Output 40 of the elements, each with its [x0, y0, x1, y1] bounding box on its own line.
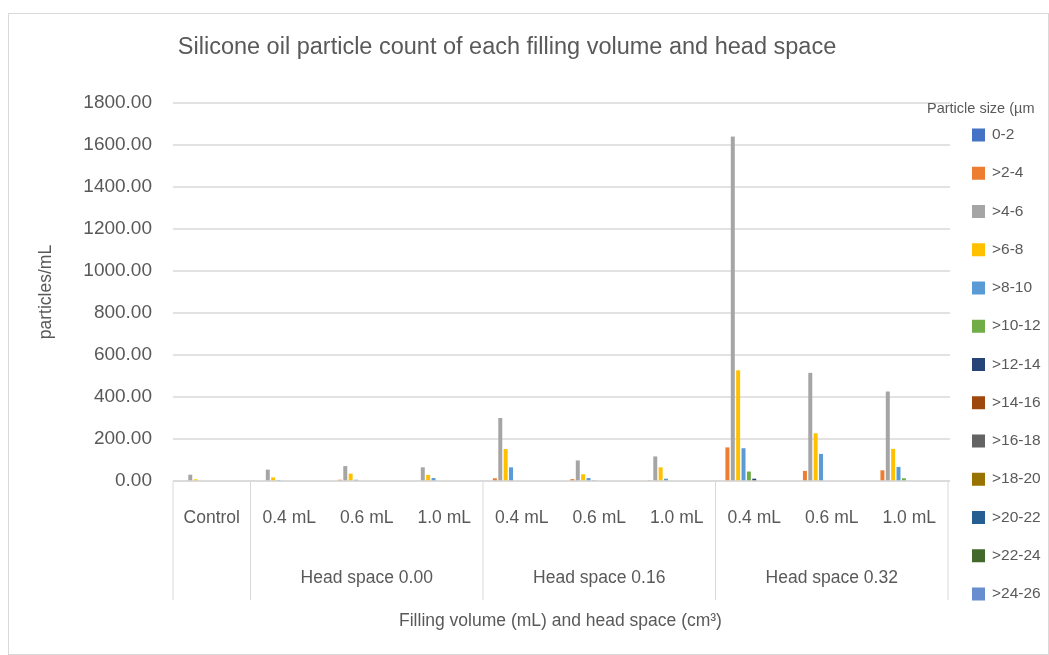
y-tick-label: 0.00 — [115, 469, 152, 491]
legend-label: >16-18 — [992, 431, 1041, 449]
x-tick-label: 0.6 mL — [340, 506, 394, 527]
legend-label: >20-22 — [992, 507, 1041, 525]
legend-label: >12-14 — [992, 354, 1042, 372]
legend-title: Particle size (µm — [927, 99, 1035, 116]
legend-label: >4-6 — [992, 201, 1024, 219]
legend-label: >24-26 — [992, 584, 1041, 602]
legend-label: 0-2 — [992, 125, 1015, 143]
y-axis-title: particles/mL — [34, 244, 55, 340]
legend-label: >14-16 — [992, 392, 1041, 410]
legend-label: >18-20 — [992, 469, 1042, 487]
legend-label: >6-8 — [992, 239, 1024, 257]
y-tick-label: 1400.00 — [83, 175, 152, 197]
y-tick-label: 600.00 — [93, 343, 152, 365]
x-tick-label: 0.4 mL — [262, 506, 317, 527]
y-tick-label: 800.00 — [93, 301, 152, 323]
x-tick-label: 1.0 mL — [650, 506, 704, 527]
text: Head space 0.32 — [765, 566, 898, 587]
x-tick-label: 1.0 mL — [417, 506, 472, 527]
legend-label: >22-24 — [992, 545, 1042, 563]
x-tick-label: 0.6 mL — [572, 506, 627, 527]
x-tick-label: Control — [183, 506, 240, 527]
y-tick-label: 1600.00 — [83, 133, 152, 155]
y-tick-label: 400.00 — [93, 385, 152, 407]
legend-label: >10-12 — [992, 316, 1041, 334]
x-tick-label: 0.4 mL — [495, 506, 549, 527]
y-tick-label: 1200.00 — [83, 217, 152, 239]
text: Head space 0.16 — [533, 566, 666, 587]
x-axis-title: Filling volume (mL) and head space (cm³) — [399, 609, 722, 630]
x-tick-label: 0.4 mL — [727, 506, 782, 527]
x-tick-label: 0.6 mL — [805, 506, 859, 527]
text: Head space 0.00 — [300, 566, 434, 587]
y-tick-label: 1000.00 — [83, 259, 152, 281]
legend-label: >2-4 — [992, 163, 1024, 181]
x-tick-label: 1.0 mL — [882, 506, 937, 527]
y-tick-label: 200.00 — [93, 427, 152, 449]
y-tick-label: 1800.00 — [83, 91, 152, 113]
chart-title: Silicone oil particle count of each filling volume and head space — [177, 33, 837, 60]
legend-label: >8-10 — [992, 278, 1033, 296]
